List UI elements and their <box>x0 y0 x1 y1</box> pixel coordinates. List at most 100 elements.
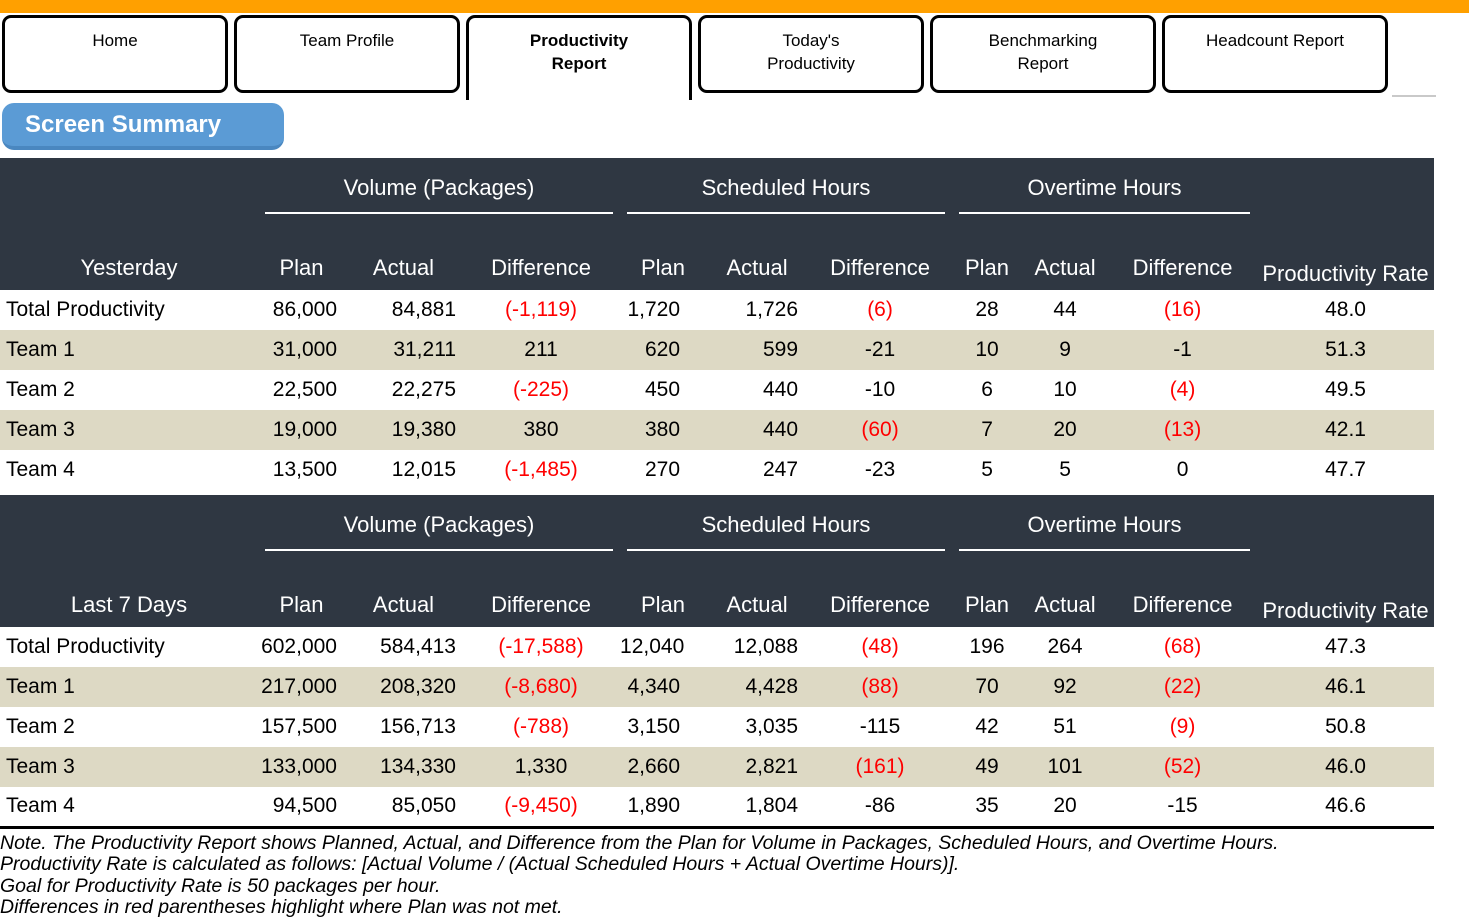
cell: 20 <box>1053 794 1077 818</box>
cell: 48.0 <box>1325 298 1366 321</box>
column-header-productivity-rate: Productivity Rate <box>1262 261 1429 286</box>
table-row: Team 3 133,000 134,330 1,330 2,660 2,821 (161)… <box>0 747 1435 787</box>
column-header-difference: Difference <box>1132 255 1233 280</box>
cell: 2,821 <box>745 755 799 778</box>
table-row: Team 3 19,000 19,380 380 380 440 (60) 7 20 (13) 42… <box>0 410 1435 450</box>
tab-benchmarking-report[interactable]: Benchmarking Report <box>930 15 1156 93</box>
row-label: Total Productivity <box>6 635 165 658</box>
cell: 450 <box>644 378 681 401</box>
column-header-actual: Actual <box>726 592 788 617</box>
cell: 208,320 <box>380 675 456 698</box>
cell: 3,150 <box>627 715 681 738</box>
cell: 13,500 <box>272 458 337 481</box>
cell: 217,000 <box>261 675 337 698</box>
screen-summary-button[interactable]: Screen Summary <box>2 103 284 150</box>
cell: 196 <box>969 635 1005 658</box>
cell: (-17,588) <box>498 635 584 658</box>
period-label: Last 7 Days <box>70 592 188 617</box>
cell: 2,660 <box>627 755 681 778</box>
tab-todays-productivity[interactable]: Today's Productivity <box>698 15 924 93</box>
cell: -115 <box>859 715 901 738</box>
cell: 49.5 <box>1325 378 1366 401</box>
cell: 22,275 <box>391 378 456 401</box>
table-row: Team 1 217,000 208,320 (-8,680) 4,340 4,428 (8… <box>0 667 1435 707</box>
group-header-scheduled-hours: Scheduled Hours <box>627 175 946 214</box>
cell: 1,804 <box>745 794 799 818</box>
cell: 12,040 <box>620 635 685 658</box>
table-row: Team 4 94,500 85,050 (-9,450) 1,890 1,804 -86 3… <box>0 787 1434 827</box>
column-header-plan: Plan <box>640 255 686 280</box>
column-header-plan: Plan <box>640 592 686 617</box>
cell: 47.7 <box>1325 458 1366 481</box>
table-row: Team 2 157,500 156,713 (-788) 3,150 3,035 -115… <box>0 707 1434 747</box>
cell: 1,720 <box>627 298 681 321</box>
cell: 12,088 <box>733 635 799 658</box>
corner-cell <box>0 495 258 551</box>
table-row: Team 1 31,000 31,211 211 620 599 -21 10 9 -1 51.3 <box>0 330 1435 370</box>
column-header-difference: Difference <box>1132 592 1233 617</box>
column-header-plan: Plan <box>279 592 324 617</box>
cell: 50.8 <box>1325 715 1366 738</box>
table-row: Total Productivity 602,000 584,413 (-17,588… <box>0 627 1434 667</box>
cell: 133,000 <box>261 755 337 778</box>
cell: 1,890 <box>627 794 681 818</box>
cell: 4,340 <box>627 675 681 698</box>
cell: 270 <box>644 458 681 481</box>
cell: -86 <box>864 794 896 818</box>
cell: 49 <box>975 755 999 778</box>
column-header-actual: Actual <box>726 255 788 280</box>
column-header-difference: Difference <box>491 592 591 617</box>
tab-team-profile[interactable]: Team Profile <box>234 15 460 93</box>
cell: (-1,485) <box>504 458 578 481</box>
row-label: Team 3 <box>6 418 75 441</box>
table-row: Total Productivity 86,000 84,881 (-1,119) 1,… <box>0 290 1434 330</box>
cell: (6) <box>867 298 893 321</box>
row-label: Team 4 <box>6 794 75 818</box>
note-line: Goal for Productivity Rate is 50 package… <box>0 874 441 897</box>
cell: (13) <box>1163 418 1202 441</box>
cell: 42.1 <box>1325 418 1366 441</box>
column-header-plan: Plan <box>965 592 1010 617</box>
cell: (4) <box>1169 378 1196 401</box>
cell: 157,500 <box>261 715 337 738</box>
tab-bar: Home Team Profile Productivity Report To… <box>0 13 1469 100</box>
cell: 620 <box>644 338 681 361</box>
cell: 7 <box>981 418 993 441</box>
tab-headcount-report[interactable]: Headcount Report <box>1162 15 1388 93</box>
tab-home[interactable]: Home <box>2 15 228 93</box>
group-header-overtime-hours: Overtime Hours <box>959 512 1251 551</box>
cell: 584,413 <box>380 635 456 658</box>
cell: 380 <box>523 418 559 441</box>
cell: 19,000 <box>272 418 337 441</box>
cell: 28 <box>975 298 999 321</box>
cell: 51.3 <box>1325 338 1366 361</box>
cell: (161) <box>855 755 905 778</box>
column-header-productivity-rate: Productivity Rate <box>1262 598 1429 623</box>
note-line: Note. The Productivity Report shows Plan… <box>0 831 1279 854</box>
last-7-days-table: Volume (Packages) Scheduled Hours Overti… <box>0 495 1435 829</box>
cell: 46.0 <box>1325 755 1366 778</box>
cell: 10 <box>975 338 999 361</box>
cell: 19,380 <box>391 418 456 441</box>
table-row: Team 2 22,500 22,275 (-225) 450 440 -10 6 10 (4) 4… <box>0 370 1434 410</box>
cell: 440 <box>762 378 799 401</box>
row-label: Team 1 <box>6 338 75 361</box>
cell: 1,726 <box>745 298 799 321</box>
cell: (52) <box>1163 755 1202 778</box>
top-accent-bar <box>0 0 1469 13</box>
group-header-scheduled-hours: Scheduled Hours <box>627 512 946 551</box>
period-label: Yesterday <box>80 255 178 280</box>
cell: 31,211 <box>393 338 456 361</box>
cell: (-225) <box>512 378 570 401</box>
cell: 264 <box>1047 635 1083 658</box>
tab-row-baseline <box>1392 95 1436 97</box>
column-header-difference: Difference <box>830 255 930 280</box>
group-header-overtime-hours: Overtime Hours <box>959 175 1251 214</box>
tab-productivity-report[interactable]: Productivity Report <box>466 15 692 100</box>
row-label: Team 2 <box>6 378 75 401</box>
cell: 1,330 <box>514 755 568 778</box>
row-label: Total Productivity <box>6 298 165 321</box>
cell: 440 <box>762 418 799 441</box>
cell: 94,500 <box>272 794 337 818</box>
cell: 4,428 <box>745 675 799 698</box>
